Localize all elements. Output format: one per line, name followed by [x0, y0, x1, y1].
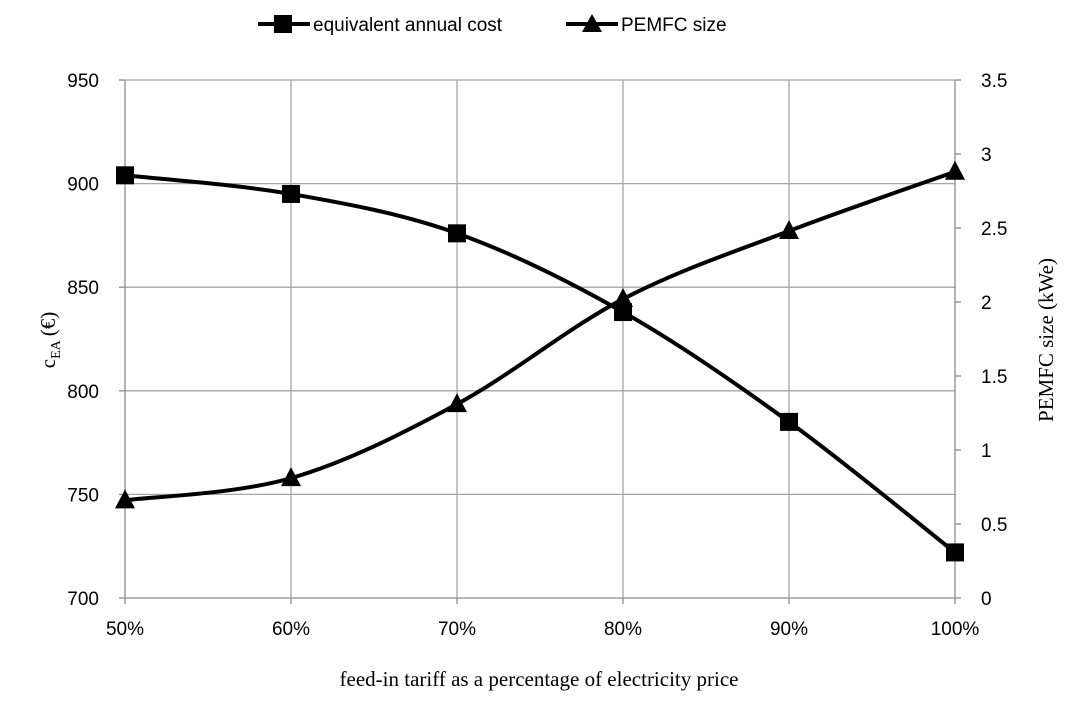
- y-axis-unit: (€): [36, 312, 60, 337]
- y2-tick-label: 1: [981, 441, 992, 462]
- legend-label-cost: equivalent annual cost: [313, 15, 503, 36]
- x-axis-title: feed-in tariff as a percentage of electr…: [340, 667, 739, 691]
- y2-tick-label: 2: [981, 293, 992, 314]
- data-point-cost: [116, 166, 134, 185]
- x-tick-label: 100%: [931, 619, 980, 640]
- x-tick-label: 50%: [106, 619, 144, 640]
- x-tick-label: 60%: [272, 619, 310, 640]
- legend-item-cost: equivalent annual cost: [258, 15, 503, 36]
- data-point-cost: [946, 543, 964, 562]
- y2-tick-label: 3.5: [981, 71, 1007, 92]
- y-tick-label: 700: [67, 589, 99, 610]
- y2-tick-label: 0: [981, 589, 992, 610]
- legend-marker-triangle: [582, 14, 602, 32]
- data-point-pemfc: [447, 393, 467, 413]
- data-point-cost: [780, 412, 798, 431]
- series-line-pemfc: [123, 169, 957, 503]
- y-axis-subscript: EA: [49, 339, 64, 359]
- y-tick-label: 750: [67, 485, 99, 506]
- y2-axis-title: PEMFC size (kWe): [1034, 258, 1058, 422]
- data-point-pemfc: [281, 467, 301, 487]
- y-axis-title: cEA(€): [36, 312, 64, 369]
- series: [115, 160, 965, 562]
- data-point-pemfc: [945, 160, 965, 180]
- series-line-cost: [123, 173, 957, 555]
- x-tick-label: 80%: [604, 619, 642, 640]
- x-tick-label: 70%: [438, 619, 476, 640]
- y2-tick-label: 3: [981, 145, 992, 166]
- y-tick-label: 950: [67, 71, 99, 92]
- data-point-cost: [448, 224, 466, 243]
- y-tick-label: 800: [67, 382, 99, 403]
- y-axis-symbol: c: [36, 359, 60, 368]
- y2-tick-label: 2.5: [981, 219, 1007, 240]
- tick-labels: 700 750 800 850 900 950 0 0.5 1 1.5 2 2.5 3 3.5 50% 60%…: [67, 71, 1007, 640]
- legend-item-pemfc: PEMFC size: [566, 14, 727, 36]
- data-point-pemfc: [613, 288, 633, 308]
- legend: equivalent annual cost PEMFC size: [258, 14, 727, 36]
- data-point-cost: [614, 303, 632, 322]
- x-tick-label: 90%: [770, 619, 808, 640]
- data-point-cost: [282, 184, 300, 203]
- data-point-pemfc: [779, 219, 799, 239]
- y2-tick-label: 1.5: [981, 367, 1007, 388]
- axes: [119, 79, 961, 604]
- legend-label-pemfc: PEMFC size: [621, 15, 727, 36]
- data-point-pemfc: [115, 489, 135, 509]
- y-tick-label: 850: [67, 278, 99, 299]
- y-tick-label: 900: [67, 175, 99, 196]
- grid: [125, 79, 955, 598]
- y2-tick-label: 0.5: [981, 515, 1007, 536]
- legend-marker-square: [274, 15, 292, 33]
